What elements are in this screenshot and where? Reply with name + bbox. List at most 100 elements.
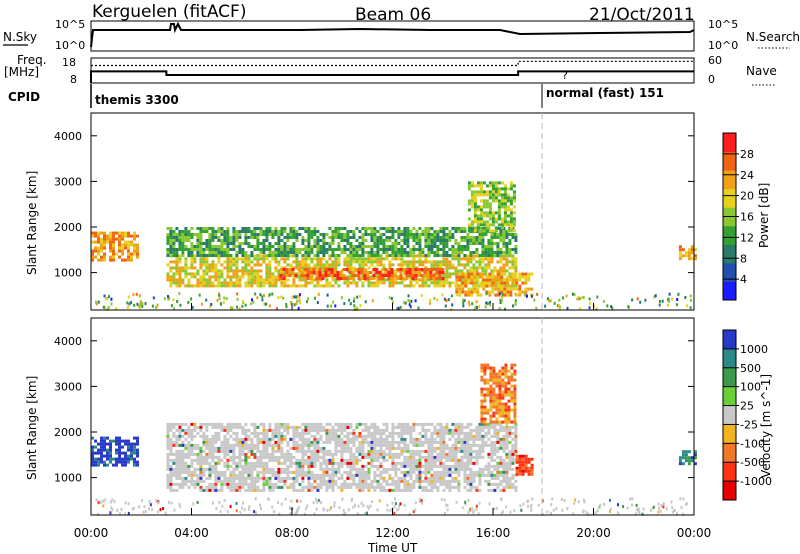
echo-cell [418,452,422,456]
echo-cell [313,284,317,288]
ground-speckle [390,296,393,300]
echo-cell [494,211,498,215]
echo-cell [394,446,398,450]
echo-cell [497,193,501,197]
echo-cell [481,275,485,279]
echo-cell [373,251,377,254]
echo-cell [400,239,404,242]
echo-cell [301,263,305,267]
echo-cell [187,434,191,438]
echo-cell [339,271,343,274]
echo-cell [518,293,522,297]
echo-cell [214,476,218,480]
echo-cell [496,446,500,450]
ground-speckle [138,294,141,298]
echo-cell [485,205,489,209]
echo-cell [373,488,377,492]
echo-cell [514,245,518,248]
ground-speckle [135,292,138,296]
echo-cell [322,473,326,477]
echo-cell [181,242,185,245]
echo-cell [244,260,248,264]
echo-cell [508,482,512,486]
echo-cell [100,448,103,452]
echo-cell [136,255,139,259]
echo-cell [349,437,353,441]
echo-cell [271,272,275,276]
echo-cell [466,431,470,435]
echo-cell [464,281,468,285]
echo-cell [421,479,425,483]
echo-cell [511,281,515,285]
echo-cell [316,482,320,486]
echo-cell [508,242,512,245]
echo-cell [349,251,353,254]
echo-cell [397,254,401,257]
echo-cell [268,467,272,471]
echo-cell [280,422,284,426]
echo-cell [136,252,139,256]
echo-cell [208,440,212,444]
echo-cell [505,236,509,239]
nsearch-label: N.Search [746,30,800,44]
echo-cell [418,284,422,288]
echo-cell [259,233,263,236]
echo-cell [451,434,455,438]
echo-cell [488,202,492,206]
echo-cell [349,281,353,285]
echo-cell [313,227,317,230]
echo-cell [136,246,139,250]
echo-cell [480,405,484,409]
echo-cell [334,227,338,230]
echo-cell [214,233,218,236]
echo-cell [283,227,287,230]
echo-cell [172,281,176,285]
echo-cell [364,245,368,248]
echo-cell [274,455,278,459]
echo-cell [400,266,404,270]
echo-cell [501,396,505,400]
echo-cell [514,452,518,456]
echo-cell [355,467,359,471]
ground-speckle [156,303,159,307]
echo-cell [505,257,509,261]
echo-cell [432,268,436,271]
echo-cell [307,455,311,459]
echo-cell [241,452,245,456]
echo-cell [349,476,353,480]
echo-cell [499,425,503,429]
echo-cell [196,467,200,471]
echo-cell [193,458,197,462]
echo-cell [295,428,299,432]
power-ylabel: Slant Range [km] [25,171,39,275]
echo-cell [238,464,242,468]
echo-cell [370,260,374,264]
echo-cell [504,384,508,388]
echo-cell [485,226,489,230]
echo-cell [511,455,515,459]
echo-cell [457,470,461,474]
echo-cell [205,242,209,245]
echo-cell [409,473,413,477]
echo-cell [472,428,476,432]
echo-cell [229,458,233,462]
echo-cell [274,251,278,254]
echo-cell [370,449,374,453]
echo-cell [124,231,127,235]
echo-cell [265,428,269,432]
echo-cell [470,281,474,285]
echo-cell [496,455,500,459]
echo-cell [286,476,290,480]
echo-cell [265,443,269,447]
echo-cell [514,443,518,447]
echo-cell [133,231,136,235]
echo-cell [518,466,522,470]
echo-cell [489,420,493,424]
echo-cell [361,233,365,236]
echo-cell [436,422,440,426]
echo-cell [370,239,374,242]
echo-cell [363,268,367,271]
echo-cell [295,461,299,465]
echo-cell [310,230,314,233]
echo-cell [306,271,310,274]
